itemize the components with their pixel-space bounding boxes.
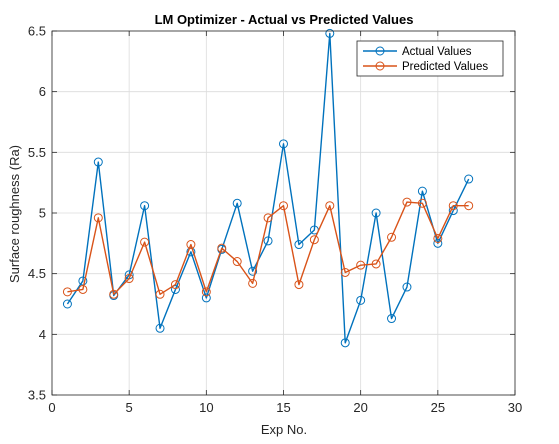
- data-point: [124, 274, 134, 284]
- data-point: [309, 235, 319, 245]
- data-point: [155, 323, 165, 333]
- tick-labels: 0 5 10 15 20 25 30 3.5 4 4.5 5 5.5 6 6.5: [28, 24, 522, 416]
- data-point: [387, 232, 397, 242]
- chart-title: LM Optimizer - Actual vs Predicted Value…: [155, 12, 414, 27]
- data-point: [387, 314, 397, 324]
- data-point: [371, 259, 381, 269]
- y-tick-label: 5: [39, 206, 46, 221]
- data-point: [170, 284, 180, 294]
- data-point: [248, 266, 258, 276]
- data-point: [109, 289, 119, 299]
- data-point: [464, 201, 474, 211]
- data-point: [402, 197, 412, 207]
- x-tick-label: 20: [353, 400, 367, 415]
- data-point: [217, 243, 227, 253]
- series-layer: [62, 28, 474, 348]
- data-point: [294, 240, 304, 250]
- data-point: [263, 236, 273, 246]
- data-point: [186, 247, 196, 257]
- data-point: [402, 282, 412, 292]
- data-point: [170, 280, 180, 290]
- y-tick-label: 6.5: [28, 24, 46, 39]
- data-point: [140, 201, 150, 211]
- series-line: [67, 201, 469, 295]
- data-point: [448, 201, 458, 211]
- data-point: [201, 287, 211, 297]
- series-actual: [62, 28, 474, 348]
- data-point: [340, 267, 350, 277]
- legend-label: Actual Values: [402, 46, 472, 58]
- x-tick-label: 10: [199, 400, 213, 415]
- data-point: [62, 287, 72, 297]
- data-point: [62, 299, 72, 309]
- series-line: [66, 32, 470, 344]
- data-point: [279, 201, 288, 211]
- data-point: [140, 237, 150, 247]
- series-predicted: [62, 197, 474, 299]
- y-tick-label: 3.5: [28, 388, 46, 403]
- data-point: [279, 139, 288, 149]
- data-point: [93, 157, 103, 167]
- legend-marker: [375, 61, 385, 71]
- legend-label: Predicted Values: [402, 61, 488, 73]
- data-point: [201, 293, 211, 303]
- legend: Actual Values Predicted Values: [356, 40, 504, 77]
- data-point: [340, 338, 350, 348]
- tick-marks: [51, 30, 516, 396]
- x-tick-label: 25: [431, 400, 445, 415]
- x-tick-label: 0: [48, 400, 55, 415]
- data-point: [248, 278, 258, 288]
- y-tick-label: 6: [39, 84, 46, 99]
- data-point: [78, 284, 88, 294]
- data-point: [356, 295, 366, 305]
- data-point: [232, 198, 242, 208]
- data-point: [232, 257, 242, 267]
- data-point: [371, 208, 381, 218]
- data-point: [93, 213, 103, 223]
- data-point: [417, 198, 427, 208]
- data-point: [433, 233, 443, 243]
- y-axis-label: Surface roughness (Ra): [7, 145, 22, 283]
- data-point: [417, 186, 427, 196]
- data-point: [433, 238, 443, 248]
- y-tick-label: 4: [39, 327, 46, 342]
- x-axis-label: Exp No.: [261, 422, 307, 437]
- x-tick-label: 30: [508, 400, 522, 415]
- data-point: [325, 28, 335, 38]
- legend-marker: [375, 46, 385, 56]
- y-tick-label: 4.5: [28, 266, 46, 281]
- x-tick-label: 5: [126, 400, 133, 415]
- x-tick-label: 15: [276, 400, 290, 415]
- data-point: [294, 280, 304, 290]
- legend-item: Predicted Values: [363, 61, 488, 73]
- data-point: [356, 260, 366, 270]
- data-point: [186, 240, 196, 250]
- y-tick-label: 5.5: [28, 145, 46, 160]
- data-point: [464, 174, 474, 184]
- legend-item: Actual Values: [363, 46, 472, 58]
- data-point: [263, 213, 273, 223]
- data-point: [325, 201, 335, 211]
- data-point: [155, 289, 165, 299]
